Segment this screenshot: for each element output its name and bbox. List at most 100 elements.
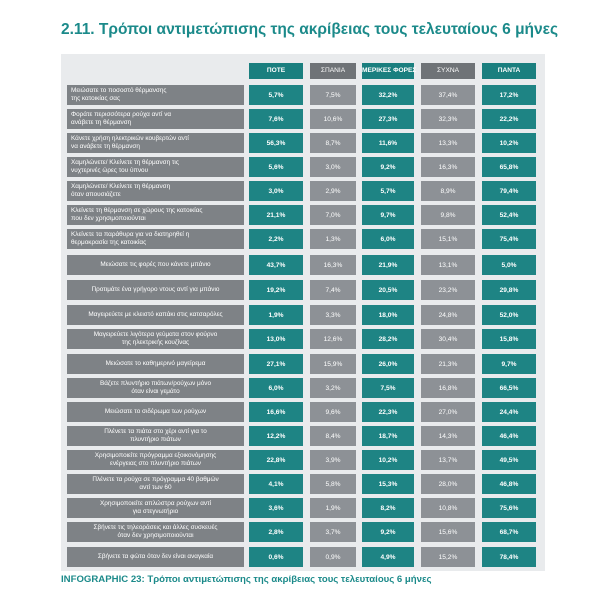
table-cell: 6,0%: [249, 378, 303, 398]
row-label-line: Κάνετε χρήση ηλεκτρικών κουβερτών αντί: [71, 135, 189, 142]
table-cell: 15,3%: [362, 474, 414, 494]
table-cell: 27,3%: [362, 109, 414, 129]
row-label: Κάνετε χρήση ηλεκτρικών κουβερτών αντί να…: [67, 133, 244, 153]
table-cell: 10,8%: [421, 498, 475, 518]
row-label: Πλένετε τα πιάτα στο χέρι αντί για το πλυ…: [67, 426, 244, 446]
row-label-line: ενέργειας στο πλυντήριο πιάτων: [109, 460, 201, 467]
page-title: 2.11. Τρόποι αντιμετώπισης της ακρίβειας…: [61, 21, 559, 38]
table-cell: 17,2%: [482, 85, 536, 105]
row-label-line: που δεν χρησιμοποιούνται: [71, 215, 146, 222]
column-header: ΣΥΧΝΑ: [421, 63, 475, 79]
table-cell: 7,4%: [310, 280, 356, 300]
row-label-line: όταν απουσιάζετε: [71, 191, 121, 198]
row-label-line: Χρησιμοποιείτε απλώστρα ρούχων αντί: [99, 500, 212, 507]
table-cell: 20,5%: [362, 280, 414, 300]
table-cell: 21,3%: [421, 354, 475, 374]
table-cell: 52,0%: [482, 305, 536, 325]
row-label: Μειώσατε το σιδέρωμα των ρούχων: [67, 402, 244, 422]
row-label: Χαμηλώνετε/ Κλείνετε τη θέρμανση τις νυχτ…: [67, 157, 244, 177]
table-cell: 1,9%: [310, 498, 356, 518]
table-cell: 15,2%: [421, 547, 475, 567]
table-cell: 13,7%: [421, 450, 475, 470]
table-cell: 32,2%: [362, 85, 414, 105]
table-cell: 7,6%: [249, 109, 303, 129]
table-cell: 8,2%: [362, 498, 414, 518]
table-cell: 5,7%: [362, 181, 414, 201]
table-cell: 49,5%: [482, 450, 536, 470]
row-label-line: να ανάβετε τη θέρμανση: [71, 143, 140, 150]
row-label-line: αντί των 60: [139, 484, 172, 491]
table-cell: 75,4%: [482, 229, 536, 249]
table-cell: 3,6%: [249, 498, 303, 518]
table-cell: 10,2%: [362, 450, 414, 470]
column-header: ΣΠΑΝΙΑ: [310, 63, 356, 79]
row-label: Μαγειρεύετε λιγότερα γεύματα στον φούρνο…: [67, 329, 244, 349]
row-label: Βάζετε πλυντήριο πιάτων/ρούχων μόνο όταν …: [67, 378, 244, 398]
table-cell: 46,4%: [482, 426, 536, 446]
table-cell: 8,9%: [421, 181, 475, 201]
table-cell: 37,4%: [421, 85, 475, 105]
table-cell: 66,5%: [482, 378, 536, 398]
table-cell: 8,4%: [310, 426, 356, 446]
table-cell: 13,1%: [421, 255, 475, 275]
table-cell: 46,8%: [482, 474, 536, 494]
table-cell: 3,2%: [310, 378, 356, 398]
table-cell: 9,2%: [362, 157, 414, 177]
table-cell: 5,8%: [310, 474, 356, 494]
table-cell: 68,7%: [482, 522, 536, 542]
table-cell: 15,9%: [310, 354, 356, 374]
table-cell: 27,1%: [249, 354, 303, 374]
table-cell: 15,1%: [421, 229, 475, 249]
row-label-line: Φοράτε περισσότερα ρούχα αντί να: [71, 111, 172, 118]
table-cell: 15,6%: [421, 522, 475, 542]
table-cell: 16,3%: [421, 157, 475, 177]
row-label-line: Μειώσατε τις φορές που κάνετε μπάνιο: [100, 261, 211, 268]
row-label-line: Κλείνετε τη θέρμανση σε χώρους της κατοι…: [71, 207, 203, 214]
row-label: Σβήνετε τα φώτα όταν δεν είναι αναγκαία: [67, 547, 244, 567]
table-cell: 56,3%: [249, 133, 303, 153]
table-cell: 6,0%: [362, 229, 414, 249]
table-cell: 28,2%: [362, 329, 414, 349]
table-cell: 9,6%: [310, 402, 356, 422]
row-label-line: Πλένετε τα πιάτα στο χέρι αντί για το: [104, 428, 207, 435]
row-label-line: Χρησιμοποιείτε πρόγραμμα εξοικονόμησης: [94, 452, 217, 459]
table-cell: 21,1%: [249, 205, 303, 225]
table-cell: 65,8%: [482, 157, 536, 177]
row-label: Φοράτε περισσότερα ρούχα αντί να ανάβετε …: [67, 109, 244, 129]
table-cell: 9,7%: [482, 354, 536, 374]
row-label-line: Προτιμάτε ένα γρήγορο ντους αντί για μπά…: [91, 286, 220, 293]
table-cell: 18,0%: [362, 305, 414, 325]
row-label-line: Πλένετε τα ρούχα σε πρόγραμμα 40 βαθμών: [92, 476, 219, 483]
table-cell: 0,9%: [310, 547, 356, 567]
row-label-line: Χαμηλώνετε/ Κλείνετε τη θέρμανση: [71, 183, 171, 190]
table-cell: 13,0%: [249, 329, 303, 349]
row-label-line: Σβήνετε τις τηλεοράσεις και άλλες συσκευ…: [93, 524, 218, 531]
column-header: ΜΕΡΙΚΕΣ ΦΟΡΕΣ: [362, 63, 416, 79]
table-cell: 30,4%: [421, 329, 475, 349]
row-label-line: θερμοκρασία της κατοικίας: [71, 239, 147, 246]
table-cell: 2,9%: [310, 181, 356, 201]
table-cell: 27,0%: [421, 402, 475, 422]
table-cell: 24,4%: [482, 402, 536, 422]
table-cell: 7,5%: [310, 85, 356, 105]
table-cell: 52,4%: [482, 205, 536, 225]
row-label-line: Χαμηλώνετε/ Κλείνετε τη θέρμανση τις: [71, 159, 179, 166]
table-cell: 10,2%: [482, 133, 536, 153]
table-cell: 16,3%: [310, 255, 356, 275]
table-cell: 5,7%: [249, 85, 303, 105]
table-cell: 8,7%: [310, 133, 356, 153]
table-cell: 4,9%: [362, 547, 414, 567]
row-label-line: όταν είναι γεμάτο: [131, 388, 180, 395]
table-cell: 28,0%: [421, 474, 475, 494]
infographic-caption: INFOGRAPHIC 23: Τρόποι αντιμετώπισης της…: [61, 574, 432, 585]
column-header: ΠΟΤΕ: [249, 63, 303, 79]
column-header: ΠΑΝΤΑ: [482, 63, 536, 79]
table-cell: 3,0%: [249, 181, 303, 201]
table-cell: 0,6%: [249, 547, 303, 567]
table-cell: 9,8%: [421, 205, 475, 225]
table-cell: 32,3%: [421, 109, 475, 129]
table-cell: 22,3%: [362, 402, 414, 422]
table-cell: 3,0%: [310, 157, 356, 177]
table-cell: 18,7%: [362, 426, 414, 446]
row-label: Κλείνετε τη θέρμανση σε χώρους της κατοι…: [67, 205, 244, 225]
